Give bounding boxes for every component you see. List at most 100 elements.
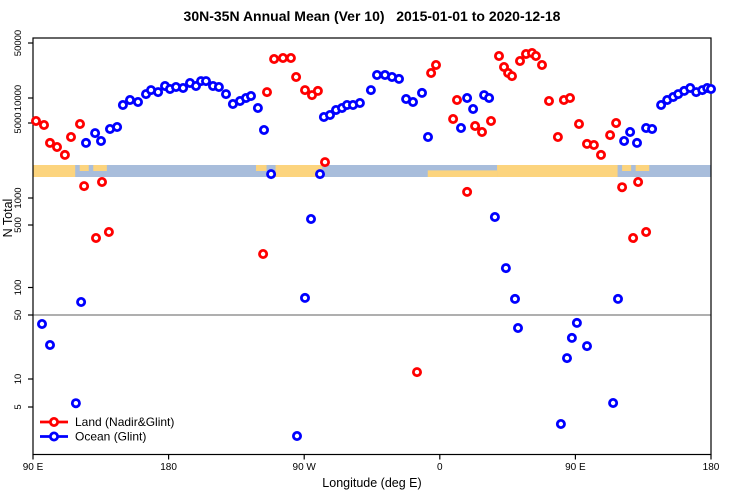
data-point-land — [269, 54, 280, 65]
chart-title: 30N-35N Annual Mean (Ver 10) 2015-01-01 … — [184, 8, 561, 24]
data-point-land — [588, 139, 599, 150]
data-point-ocean — [625, 126, 636, 137]
data-point-land — [66, 131, 77, 142]
data-point-land — [319, 157, 330, 168]
data-point-land — [285, 53, 296, 64]
data-point-ocean — [462, 93, 473, 104]
data-point-ocean — [468, 104, 479, 115]
map-band-land-segment — [33, 165, 76, 177]
data-point-land — [506, 71, 517, 82]
data-point-ocean — [220, 89, 231, 100]
x-tick-label: 180 — [703, 462, 720, 473]
data-point-ocean — [647, 124, 658, 135]
data-point-land — [485, 116, 496, 127]
data-point-ocean — [305, 213, 316, 224]
data-point-ocean — [76, 296, 87, 307]
map-band-land-segment — [635, 165, 650, 171]
y-tick-label: 10 — [13, 374, 24, 385]
data-point-ocean — [314, 169, 325, 180]
data-point-ocean — [489, 211, 500, 222]
data-point-land — [411, 367, 422, 378]
y-tick-label: 5 — [13, 404, 24, 409]
data-point-land — [605, 130, 616, 141]
map-band-land-segment — [622, 165, 632, 171]
map-band-land-segment — [275, 165, 323, 177]
y-tick-label: 10000 — [13, 85, 24, 111]
data-point-ocean — [632, 137, 643, 148]
data-point-ocean — [178, 83, 189, 94]
data-point-land — [299, 85, 310, 96]
data-point-land — [470, 121, 481, 132]
data-point-land — [426, 68, 437, 79]
data-point-ocean — [200, 76, 211, 87]
data-point-ocean — [96, 135, 107, 146]
data-point-ocean — [266, 169, 277, 180]
data-point-land — [476, 126, 487, 137]
data-point-ocean — [562, 353, 573, 364]
data-point-ocean — [245, 91, 256, 102]
data-point-ocean — [613, 293, 624, 304]
data-point-ocean — [422, 131, 433, 142]
data-point-land — [462, 186, 473, 197]
data-point-ocean — [45, 339, 56, 350]
data-point-ocean — [509, 293, 520, 304]
map-band-land-segment — [255, 165, 267, 171]
data-point-land — [31, 116, 42, 127]
data-point-ocean — [706, 84, 717, 95]
y-axis-title: N Total — [1, 199, 15, 238]
data-point-land — [493, 51, 504, 62]
data-point-ocean — [656, 100, 667, 111]
data-point-ocean — [354, 98, 365, 109]
y-tick-label: 100 — [13, 280, 24, 296]
map-band-land-segment — [79, 165, 89, 171]
data-point-ocean — [132, 97, 143, 108]
legend-marker-land — [49, 416, 60, 427]
data-point-land — [261, 87, 272, 98]
data-point-ocean — [213, 82, 224, 93]
legend-label-land: Land (Nadir&Glint) — [75, 415, 174, 429]
data-point-ocean — [37, 318, 48, 329]
data-point-land — [448, 114, 459, 125]
data-point-ocean — [324, 110, 335, 121]
x-tick-label: 90 E — [565, 462, 586, 473]
data-point-land — [530, 51, 541, 62]
data-point-land — [633, 176, 644, 187]
data-point-land — [52, 141, 63, 152]
data-point-land — [544, 96, 555, 107]
data-point-land — [45, 137, 56, 148]
data-point-land — [291, 72, 302, 83]
data-point-ocean — [125, 95, 136, 106]
legend-label-ocean: Ocean (Glint) — [75, 430, 146, 444]
data-point-ocean — [81, 137, 92, 148]
y-tick-label: 50 — [13, 310, 24, 321]
data-point-ocean — [299, 292, 310, 303]
data-point-land — [312, 85, 323, 96]
data-point-ocean — [365, 85, 376, 96]
data-point-land — [611, 118, 622, 129]
plot-frame — [32, 37, 712, 456]
data-point-ocean — [484, 93, 495, 104]
data-point-ocean — [70, 398, 81, 409]
data-point-land — [596, 149, 607, 160]
data-point-land — [258, 248, 269, 259]
data-point-ocean — [153, 87, 164, 98]
data-point-land — [451, 95, 462, 106]
data-point-land — [79, 181, 90, 192]
data-point-land — [91, 232, 102, 243]
data-point-land — [59, 149, 70, 160]
data-point-land — [617, 182, 628, 193]
data-point-ocean — [258, 125, 269, 136]
x-tick-label: 0 — [437, 462, 443, 473]
y-tick-label: 5000 — [13, 112, 24, 133]
data-point-ocean — [608, 397, 619, 408]
x-tick-label: 180 — [160, 462, 177, 473]
data-point-ocean — [371, 70, 382, 81]
data-point-ocean — [416, 87, 427, 98]
data-point-ocean — [455, 123, 466, 134]
data-point-ocean — [252, 103, 263, 114]
x-axis-title: Longitude (deg E) — [322, 476, 421, 490]
data-point-land — [641, 226, 652, 237]
map-band-land-segment — [497, 165, 618, 177]
legend-marker-ocean — [49, 431, 60, 442]
